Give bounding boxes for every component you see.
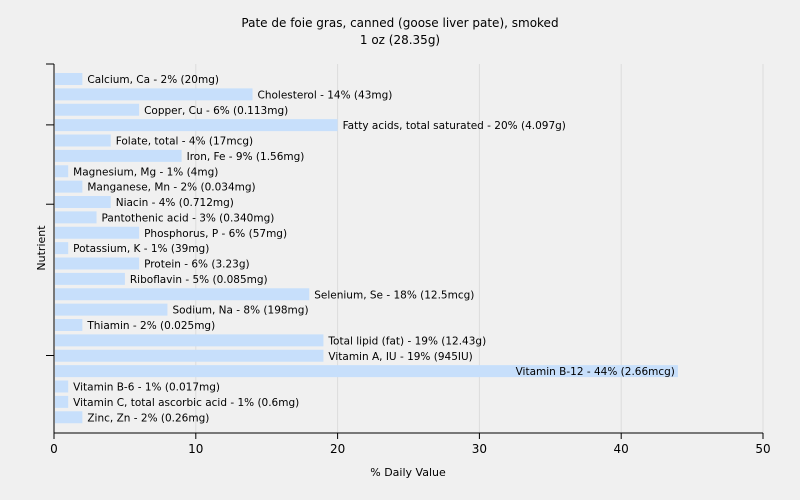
x-tick-label: 10: [188, 442, 203, 456]
bar: [55, 303, 168, 316]
bar-label: Pantothenic acid - 3% (0.340mg): [102, 212, 275, 224]
axes-group: 0 10 20 30 40 50: [46, 63, 771, 456]
bar: [55, 334, 324, 347]
bar: [55, 272, 125, 285]
y-axis-label: Nutrient: [35, 225, 48, 271]
bar-label: Selenium, Se - 18% (12.5mcg): [314, 289, 474, 301]
bar-label: Sodium, Na - 8% (198mg): [172, 305, 308, 317]
bar: [55, 257, 140, 270]
bar: [55, 134, 111, 147]
bar-label: Total lipid (fat) - 19% (12.43g): [327, 335, 486, 347]
bar: [55, 165, 69, 178]
bar-label: Cholesterol - 14% (43mg): [258, 89, 393, 101]
x-axis-label: % Daily Value: [370, 466, 446, 479]
bar-label: Zinc, Zn - 2% (0.26mg): [87, 412, 209, 424]
x-tick-label: 20: [330, 442, 345, 456]
bar: [55, 395, 69, 408]
bar-label: Vitamin B-6 - 1% (0.017mg): [73, 382, 220, 394]
bar-label: Phosphorus, P - 6% (57mg): [144, 228, 287, 240]
bar-label: Vitamin A, IU - 19% (945IU): [328, 351, 472, 363]
bar-label: Folate, total - 4% (17mcg): [116, 136, 253, 148]
bar: [55, 365, 678, 378]
bar: [55, 226, 140, 239]
bar: [55, 196, 111, 208]
x-tick-label: 0: [50, 442, 58, 456]
x-tick-label: 30: [472, 442, 487, 456]
bar: [55, 119, 338, 132]
bar: [55, 73, 83, 85]
bar: [55, 411, 83, 424]
chart-title: Pate de foie gras, canned (goose liver p…: [241, 16, 558, 30]
bar-label: Protein - 6% (3.23g): [144, 259, 250, 271]
bar-label: Thiamin - 2% (0.025mg): [86, 320, 215, 332]
bars-group: Calcium, Ca - 2% (20mg) Cholesterol - 14%…: [55, 73, 678, 424]
bar-label: Fatty acids, total saturated - 20% (4.09…: [343, 120, 566, 132]
bar-label: Riboflavin - 5% (0.085mg): [130, 274, 268, 286]
bar-label: Manganese, Mn - 2% (0.034mg): [87, 182, 255, 194]
bar: [55, 349, 324, 362]
bar-label: Copper, Cu - 6% (0.113mg): [144, 105, 288, 117]
x-tick-label: 40: [614, 442, 629, 456]
bar-label: Magnesium, Mg - 1% (4mg): [73, 166, 218, 178]
bar-label: Calcium, Ca - 2% (20mg): [87, 74, 219, 86]
bar: [55, 242, 69, 255]
bar: [55, 319, 83, 331]
bar-label: Iron, Fe - 9% (1.56mg): [187, 151, 305, 163]
bar: [55, 88, 253, 101]
bar: [55, 180, 83, 193]
bar-label: Niacin - 4% (0.712mg): [116, 197, 234, 209]
bar: [55, 211, 97, 224]
bar: [55, 288, 310, 301]
bar-label: Vitamin C, total ascorbic acid - 1% (0.6…: [73, 397, 299, 409]
bar: [55, 380, 69, 393]
bar-label: Vitamin B-12 - 44% (2.66mcg): [516, 366, 675, 378]
bar: [55, 103, 140, 116]
x-tick-label: 50: [755, 442, 770, 456]
bar: [55, 149, 182, 162]
chart-subtitle: 1 oz (28.35g): [360, 33, 440, 47]
bar-label: Potassium, K - 1% (39mg): [73, 243, 209, 255]
